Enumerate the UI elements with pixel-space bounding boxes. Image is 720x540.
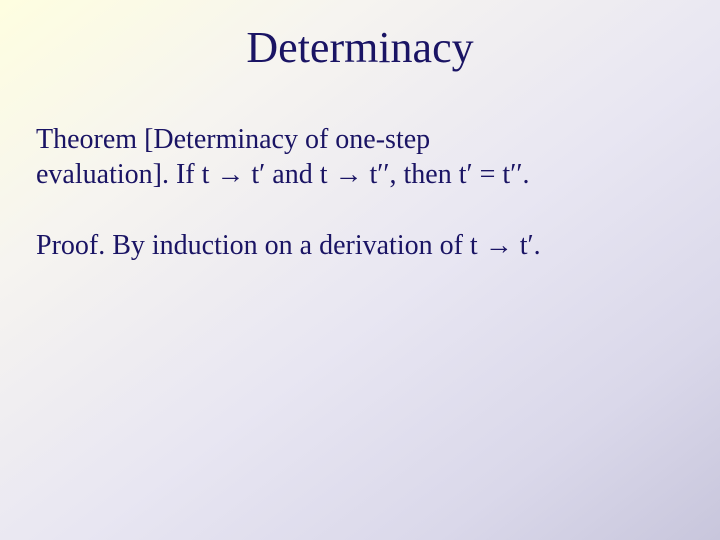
slide: Determinacy Theorem [Determinacy of one-… [0,0,720,540]
theorem-text: Theorem [Determinacy of one-step evaluat… [36,122,684,192]
proof-text: Proof. By induction on a derivation of t… [36,228,684,263]
theorem-line-2: evaluation]. If t → t′ and t → t′′, then… [36,159,529,190]
slide-title: Determinacy [0,22,720,73]
theorem-line-1: Theorem [Determinacy of one-step [36,124,430,155]
slide-body: Theorem [Determinacy of one-step evaluat… [36,122,684,263]
